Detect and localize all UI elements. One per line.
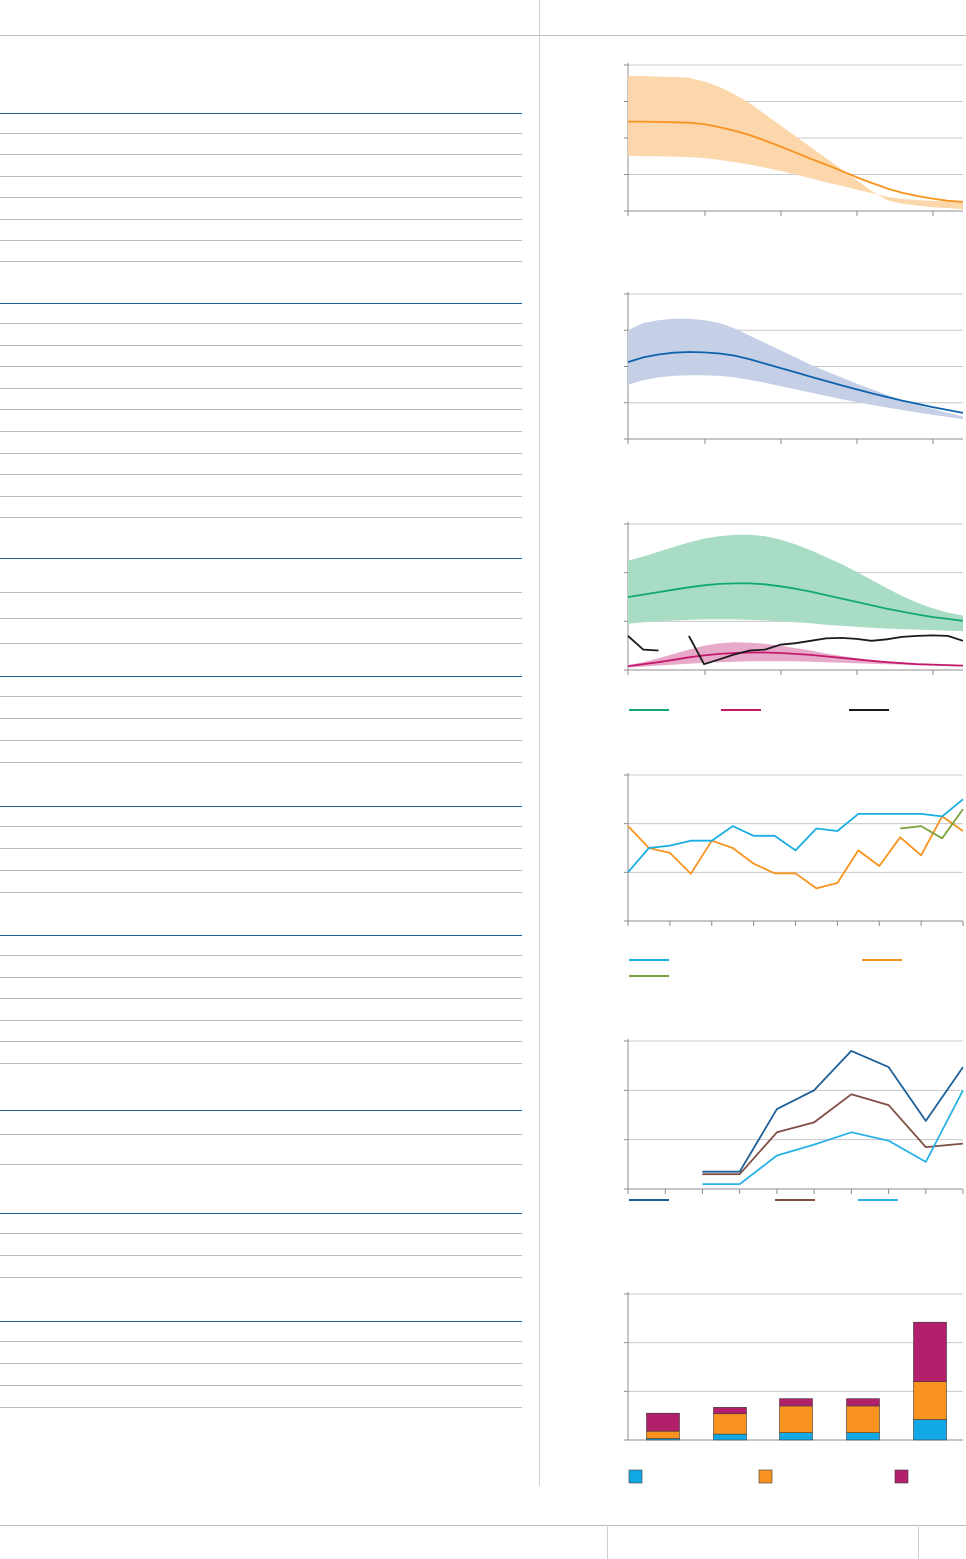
fan-band (628, 75, 963, 210)
bar-magenta (846, 1398, 880, 1407)
table-row-rule (0, 496, 522, 497)
chart-2-blue-fan (624, 292, 964, 444)
table-row-rule (0, 977, 522, 978)
top-rule (0, 35, 966, 36)
green-band (628, 534, 963, 632)
table-row-rule (0, 618, 522, 619)
table-row-rule (0, 740, 522, 741)
section-rule (0, 113, 522, 114)
table-row-rule (0, 345, 522, 346)
table-row-rule (0, 1363, 522, 1364)
chart-1-orange-fan (624, 63, 964, 216)
table-row-rule (0, 1255, 522, 1256)
table-row-rule (0, 366, 522, 367)
orange-line (627, 815, 964, 890)
table-row-rule (0, 848, 522, 849)
table-row-rule (0, 1041, 522, 1042)
table-row-rule (0, 1134, 522, 1135)
table-row-rule (0, 826, 522, 827)
black-line (688, 634, 964, 666)
light-blue-line (702, 1089, 964, 1185)
table-row-rule (0, 154, 522, 155)
table-row-rule (0, 453, 522, 454)
bar-orange (646, 1430, 680, 1439)
section-rule (0, 676, 522, 677)
table-row-rule (0, 1063, 522, 1064)
section-rule (0, 1213, 522, 1214)
bar-orange (779, 1405, 813, 1434)
table-row-rule (0, 696, 522, 697)
section-rule (0, 1110, 522, 1111)
bar-magenta (913, 1321, 947, 1382)
bar-magenta (779, 1398, 813, 1407)
chart-6-stacked-bars (624, 1292, 963, 1484)
bar-magenta (646, 1412, 680, 1432)
legend-orange-swatch (758, 1469, 773, 1484)
table-row-rule (0, 219, 522, 220)
bar-magenta (713, 1407, 747, 1415)
green-line (627, 582, 964, 622)
section-rule (0, 935, 522, 936)
table-row-rule (0, 409, 522, 410)
table-row-rule (0, 197, 522, 198)
dark-blue-line (702, 1050, 964, 1173)
table-row-rule (0, 1407, 522, 1408)
table-row-rule (0, 1164, 522, 1165)
table-row-rule (0, 955, 522, 956)
table-row-rule (0, 1277, 522, 1278)
central-line (627, 351, 964, 414)
section-rule (0, 303, 522, 304)
central-line (628, 120, 964, 203)
table-row-rule (0, 176, 522, 177)
cyan-line (627, 798, 964, 873)
bar-orange (846, 1405, 880, 1434)
bar-blue (913, 1419, 947, 1441)
fan-band (628, 318, 963, 420)
table-row-rule (0, 474, 522, 475)
black-line (627, 635, 659, 652)
table-row-rule (0, 1020, 522, 1021)
footer-divider-2 (918, 1525, 919, 1559)
table-row-rule (0, 517, 522, 518)
table-row-rule (0, 643, 522, 644)
table-row-rule (0, 1233, 522, 1234)
table-row-rule (0, 1341, 522, 1342)
footer-divider-1 (607, 1525, 608, 1559)
bar-orange (913, 1381, 947, 1420)
table-row-rule (0, 1385, 522, 1386)
column-divider (539, 0, 540, 1486)
table-row-rule (0, 133, 522, 134)
legend-blue-swatch (628, 1469, 643, 1484)
bar-blue (846, 1432, 880, 1441)
section-rule (0, 1321, 522, 1322)
table-row-rule (0, 718, 522, 719)
olive-line (900, 808, 964, 840)
footer-rule (0, 1525, 966, 1526)
table-row-rule (0, 240, 522, 241)
bar-orange (713, 1413, 747, 1435)
table-row-rule (0, 388, 522, 389)
chart-3-green-magenta-fan (624, 522, 964, 711)
section-rule (0, 806, 522, 807)
chart-4-line-comparison (624, 773, 964, 977)
chart-5-three-lines (624, 1039, 964, 1201)
table-row-rule (0, 892, 522, 893)
table-row-rule (0, 998, 522, 999)
table-row-rule (0, 870, 522, 871)
legend-magenta-swatch (894, 1469, 909, 1484)
table-row-rule (0, 261, 522, 262)
brown-line (702, 1093, 964, 1176)
magenta-line (627, 651, 964, 667)
data-table (0, 113, 522, 1408)
section-rule (0, 558, 522, 559)
bar-blue (779, 1432, 813, 1441)
table-row-rule (0, 323, 522, 324)
table-row-rule (0, 431, 522, 432)
table-row-rule (0, 762, 522, 763)
table-row-rule (0, 592, 522, 593)
bar-blue (713, 1433, 747, 1441)
